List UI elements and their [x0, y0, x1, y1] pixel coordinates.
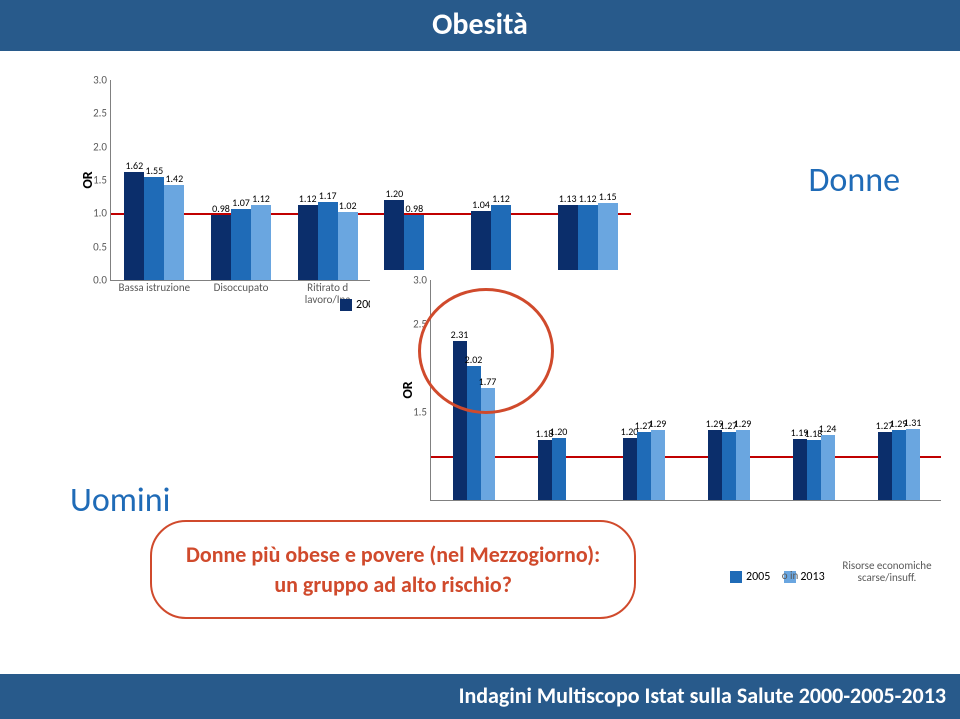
label-uomini: Uomini — [70, 480, 170, 521]
uomini-xcat-frag-4: o in — [770, 570, 810, 582]
footer-banner: Indagini Multiscopo Istat sulla Salute 2… — [0, 674, 960, 719]
highlight-circle — [418, 288, 554, 414]
label-donne: Donne — [809, 160, 901, 201]
y-axis-label: OR — [399, 381, 416, 398]
callout-line2: un gruppo ad alto rischio? — [186, 570, 600, 600]
callout-bubble: Donne più obese e povere (nel Mezzogiorn… — [150, 520, 636, 619]
page-title-banner: Obesità — [0, 0, 960, 51]
callout-line1: Donne più obese e povere (nel Mezzogiorn… — [186, 540, 600, 570]
uomini-xcat-frag-5: Risorse economiche scarse/insuff. — [842, 560, 932, 584]
